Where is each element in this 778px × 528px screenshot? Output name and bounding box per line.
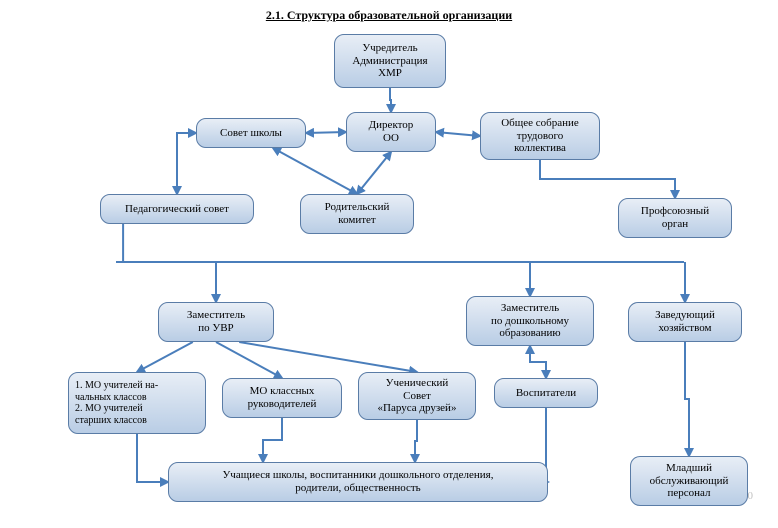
- node-label: Заместительпо УВР: [187, 309, 245, 334]
- node-union: Профсоюзныйорган: [618, 198, 732, 238]
- node-label: Совет школы: [220, 127, 282, 140]
- node-director: ДиректорОО: [346, 112, 436, 152]
- node-label: УчредительАдминистрацияХМР: [352, 42, 427, 80]
- node-students: Учащиеся школы, воспитанники дошкольного…: [168, 462, 548, 502]
- node-mo_class: МО классныхруководителей: [222, 378, 342, 418]
- node-council: Совет школы: [196, 118, 306, 148]
- node-label: МО классныхруководителей: [248, 385, 317, 410]
- page-title: 2.1. Структура образовательной организац…: [0, 8, 778, 23]
- node-label: Воспитатели: [516, 387, 576, 400]
- node-parents: Родительскийкомитет: [300, 194, 414, 234]
- node-label: Учащиеся школы, воспитанники дошкольного…: [223, 469, 494, 494]
- node-label: Заведующийхозяйством: [655, 309, 715, 334]
- node-educators: Воспитатели: [494, 378, 598, 408]
- node-label: Общее собраниетрудовогоколлектива: [501, 117, 579, 155]
- node-mo_teach: 1. МО учителей на-чальных классов2. МО у…: [68, 372, 206, 434]
- node-student_c: УченическийСовет«Паруса друзей»: [358, 372, 476, 420]
- node-manager: Заведующийхозяйством: [628, 302, 742, 342]
- node-label: 1. МО учителей на-чальных классов2. МО у…: [75, 380, 158, 426]
- node-staff: Младшийобслуживающийперсонал: [630, 456, 748, 506]
- node-deputy_uvr: Заместительпо УВР: [158, 302, 274, 342]
- node-label: ДиректорОО: [369, 119, 414, 144]
- node-founder: УчредительАдминистрацияХМР: [334, 34, 446, 88]
- node-label: Профсоюзныйорган: [641, 205, 709, 230]
- node-label: Педагогический совет: [125, 203, 229, 216]
- node-label: Родительскийкомитет: [325, 201, 390, 226]
- node-assembly: Общее собраниетрудовогоколлектива: [480, 112, 600, 160]
- node-label: Младшийобслуживающийперсонал: [650, 462, 729, 500]
- node-label: Заместительпо дошкольномуобразованию: [491, 302, 569, 340]
- node-pedsoviet: Педагогический совет: [100, 194, 254, 224]
- node-label: УченическийСовет«Паруса друзей»: [378, 377, 457, 415]
- node-deputy_do: Заместительпо дошкольномуобразованию: [466, 296, 594, 346]
